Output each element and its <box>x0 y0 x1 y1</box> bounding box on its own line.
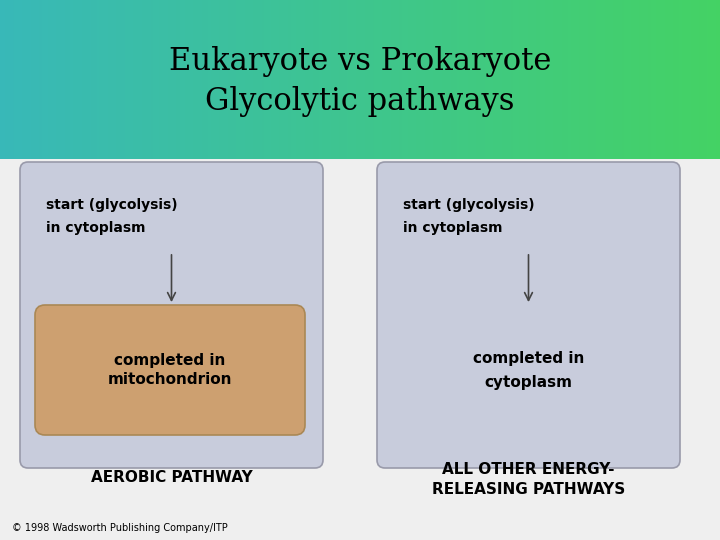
Text: start (glycolysis): start (glycolysis) <box>403 198 535 212</box>
Text: Glycolytic pathways: Glycolytic pathways <box>205 86 515 117</box>
Text: mitochondrion: mitochondrion <box>108 373 233 388</box>
FancyBboxPatch shape <box>35 305 305 435</box>
Text: RELEASING PATHWAYS: RELEASING PATHWAYS <box>432 483 625 497</box>
Text: Eukaryote vs Prokaryote: Eukaryote vs Prokaryote <box>168 46 552 77</box>
Text: start (glycolysis): start (glycolysis) <box>46 198 178 212</box>
FancyBboxPatch shape <box>20 162 323 468</box>
Text: completed in: completed in <box>114 353 225 368</box>
Text: completed in: completed in <box>473 350 584 366</box>
Text: in cytoplasm: in cytoplasm <box>403 221 503 235</box>
Text: in cytoplasm: in cytoplasm <box>46 221 145 235</box>
Text: AEROBIC PATHWAY: AEROBIC PATHWAY <box>91 470 253 485</box>
Text: ALL OTHER ENERGY-: ALL OTHER ENERGY- <box>442 462 615 477</box>
Text: © 1998 Wadsworth Publishing Company/ITP: © 1998 Wadsworth Publishing Company/ITP <box>12 523 228 533</box>
Text: cytoplasm: cytoplasm <box>485 375 572 389</box>
Bar <box>0 159 720 540</box>
FancyBboxPatch shape <box>377 162 680 468</box>
